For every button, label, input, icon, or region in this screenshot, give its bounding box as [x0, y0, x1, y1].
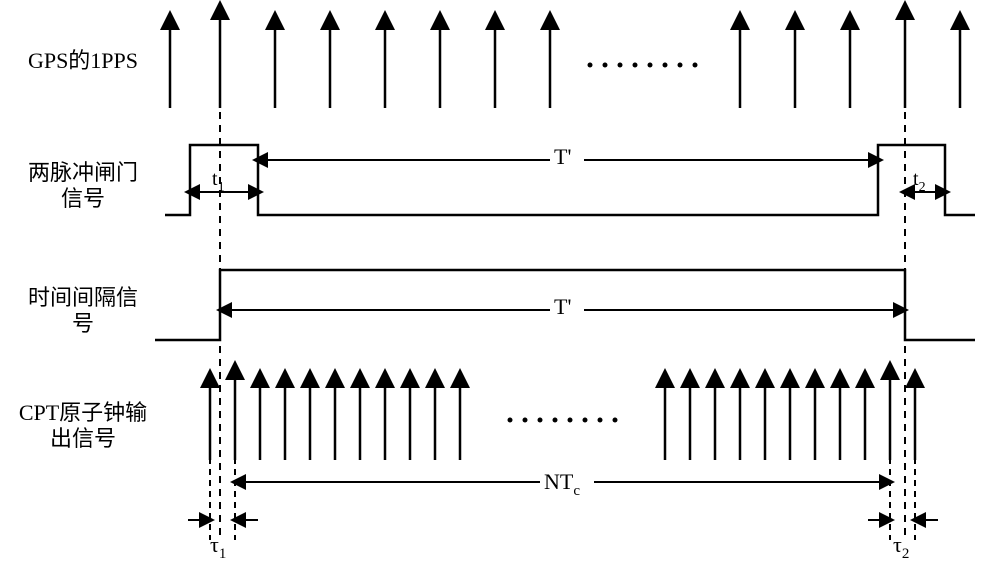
gps-1pps-arrows [170, 10, 960, 108]
diagram-svg: t1 t2 T' T' [0, 0, 1000, 572]
tprime-mid: T' [224, 294, 901, 319]
ntc-dimension: NTc [238, 468, 887, 499]
guide-lines [220, 8, 905, 540]
svg-text:T': T' [554, 294, 571, 319]
svg-text:t1: t1 [212, 168, 225, 195]
tau2-dimension: τ2 [868, 520, 938, 562]
svg-text:τ1: τ1 [210, 532, 226, 562]
svg-text:τ2: τ2 [893, 532, 909, 562]
tau1-dimension: τ1 [188, 520, 258, 562]
cpt-output-arrows [210, 370, 915, 460]
t1-dimension: t1 [192, 168, 256, 195]
svg-text:t2: t2 [913, 168, 926, 195]
timing-diagram: GPS的1PPS 两脉冲闸门信号 时间间隔信号 CPT原子钟输出信号 [0, 0, 1000, 572]
svg-text:T': T' [554, 144, 571, 169]
tau-guides [210, 370, 915, 540]
tprime-top: T' [260, 144, 876, 169]
t2-dimension: t2 [907, 168, 943, 195]
